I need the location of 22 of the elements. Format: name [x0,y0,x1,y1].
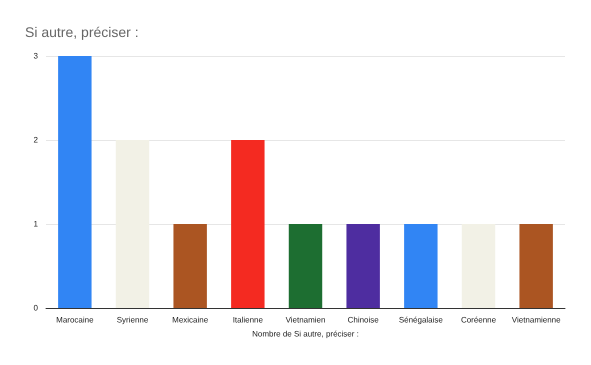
x-tick-label: Sénégalaise [398,316,444,324]
x-tick-label: Syrienne [116,316,149,324]
bar [288,224,322,308]
x-tick-label: Italienne [232,316,264,324]
y-tick-label: 1 [34,220,39,228]
x-tick-label: Chinoise [348,316,380,324]
x-tick-label: Vietnamienne [512,316,562,324]
y-tick-label: 3 [34,52,39,60]
x-axis-title: Nombre de Si autre, préciser : [252,330,359,338]
bar [173,224,207,308]
y-tick-label: 0 [34,304,39,312]
bar [346,224,380,308]
bar [231,140,265,308]
x-tick-label: Mexicaine [172,316,209,324]
x-tick-label: Coréenne [460,316,497,324]
x-tick-label: Marocaine [56,316,94,324]
chart-title: Si autre, préciser : [25,24,139,40]
bar [404,224,438,308]
bar [519,224,553,308]
bar [58,56,92,308]
x-tick-label: Vietnamien [286,316,326,324]
y-tick-label: 2 [34,136,39,144]
